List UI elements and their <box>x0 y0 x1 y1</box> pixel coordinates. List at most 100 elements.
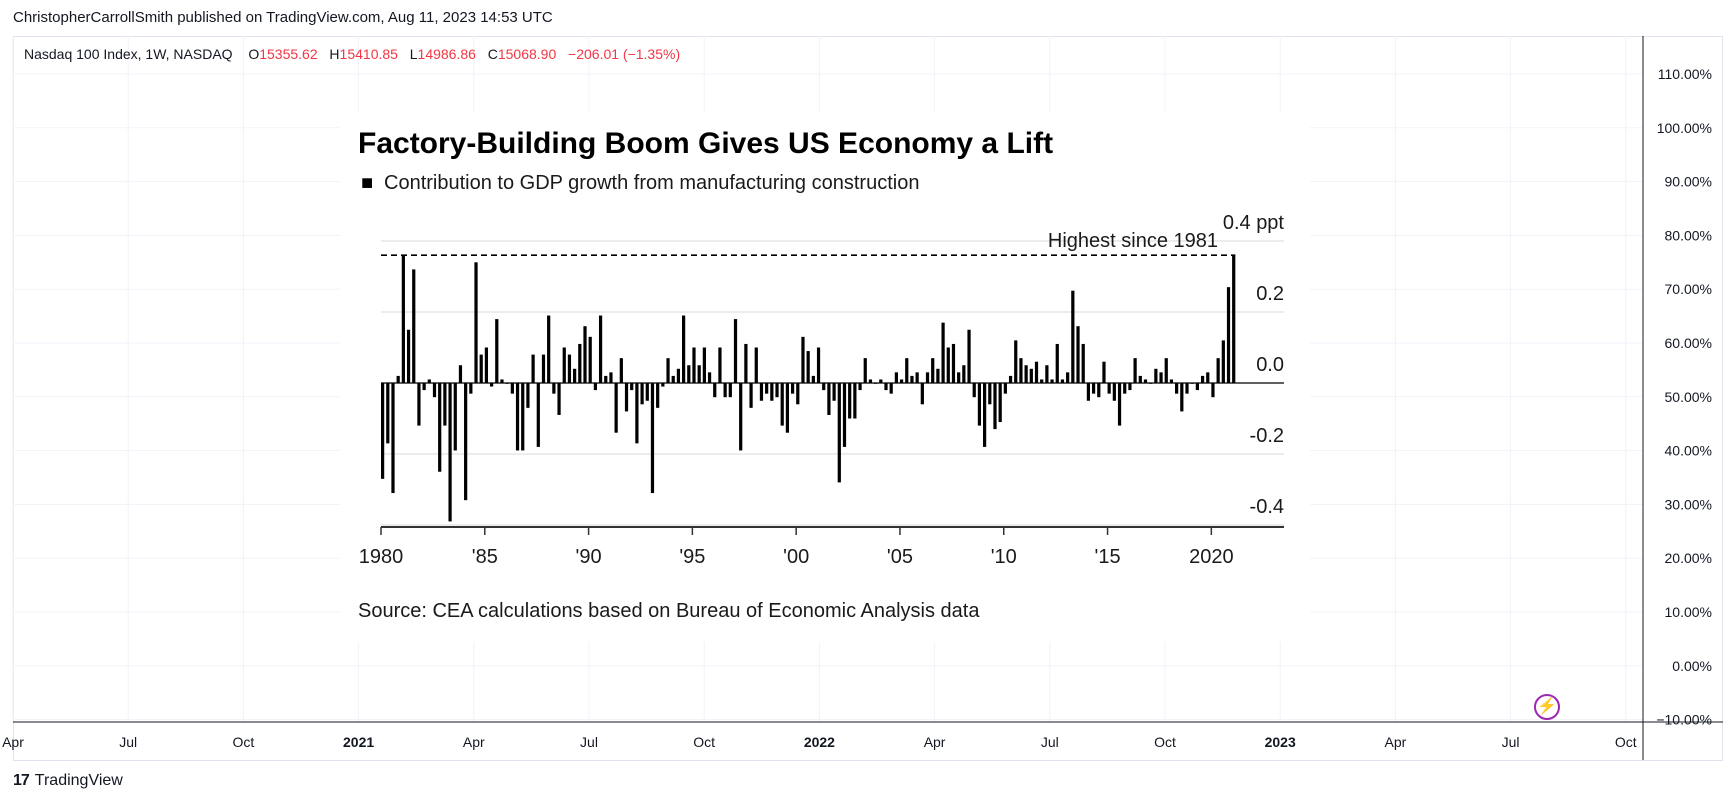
gdp-bar <box>614 383 618 433</box>
gdp-bar <box>713 383 717 398</box>
gdp-bar <box>1019 358 1023 383</box>
gdp-bar <box>827 383 831 415</box>
gdp-bar <box>941 322 945 383</box>
time-tick-label: Jul <box>1041 734 1059 750</box>
brand-footer[interactable]: 17 TradingView <box>13 772 123 790</box>
gdp-bar <box>541 354 546 383</box>
gdp-bar <box>671 375 675 383</box>
time-tick-label: Oct <box>1615 734 1637 750</box>
gdp-bar <box>874 383 878 384</box>
gdp-bar <box>718 347 722 383</box>
gdp-bar <box>484 347 489 383</box>
unit-label: 0.4 ppt <box>1223 212 1285 234</box>
gdp-bar <box>505 383 509 384</box>
inner-y-tick-label: -0.4 <box>1250 496 1284 518</box>
gdp-bar <box>1086 383 1091 401</box>
gdp-bar <box>1003 383 1007 394</box>
gdp-bar <box>889 383 893 394</box>
change-value: −206.01 (−1.35%) <box>568 46 681 62</box>
price-tick-label: 70.00% <box>1665 281 1712 297</box>
publisher-line: ChristopherCarrollSmith published on Tra… <box>13 9 553 26</box>
time-axis: Apr Jul Oct 2021 Apr Jul Oct 2022 Apr Jul Oct 2023 A… <box>2 721 1723 750</box>
gdp-bar <box>578 343 582 383</box>
gdp-bar <box>515 383 520 451</box>
gdp-bar <box>910 375 914 383</box>
gdp-bar <box>604 375 608 383</box>
gdp-bar <box>1123 383 1127 394</box>
gdp-bar <box>401 255 405 383</box>
time-tick-label: Jul <box>119 734 137 750</box>
gdp-bar <box>972 383 976 398</box>
gdp-bar <box>464 383 468 501</box>
gdp-bar <box>749 383 753 408</box>
close-label: C <box>487 46 498 62</box>
gdp-bar <box>733 319 738 383</box>
embedded-figure: Factory-Building Boom Gives US Economy a… <box>340 112 1310 642</box>
gdp-bar <box>707 372 712 383</box>
gdp-bar <box>619 358 623 383</box>
time-tick-label: Oct <box>693 734 715 750</box>
inner-y-tick-label: -0.2 <box>1250 425 1284 447</box>
figure-card <box>340 112 1310 642</box>
chart-title: Factory-Building Boom Gives US Economy a… <box>358 127 1053 160</box>
time-tick-label: 2023 <box>1265 734 1296 750</box>
gdp-bar <box>458 365 463 383</box>
gdp-bar <box>946 347 950 383</box>
gdp-bar <box>832 383 836 401</box>
gdp-bar <box>635 383 639 444</box>
low-value: 14986.86 <box>417 46 476 62</box>
time-tick-label: Jul <box>580 734 598 750</box>
inner-x-tick-label: 1980 <box>359 546 404 568</box>
gdp-bar <box>1128 383 1132 391</box>
inner-x-tick-label: '90 <box>576 546 602 568</box>
gdp-bar <box>489 383 494 387</box>
gdp-bar <box>1097 383 1101 398</box>
symbol-legend[interactable]: Nasdaq 100 Index, 1W, NASDAQ O15355.62 H… <box>24 46 680 62</box>
time-tick-label: Oct <box>233 734 255 750</box>
open-label: O <box>248 46 260 62</box>
gdp-bar <box>801 336 805 383</box>
gdp-bar <box>531 354 535 383</box>
gdp-bar <box>479 354 483 383</box>
gdp-bar <box>666 358 670 383</box>
symbol-name: Nasdaq 100 Index, 1W, NASDAQ <box>24 46 233 62</box>
price-tick-label: 100.00% <box>1657 120 1712 136</box>
gdp-bar <box>739 383 743 451</box>
tradingview-logo-icon: 17 <box>13 772 30 789</box>
gdp-bar <box>811 375 815 383</box>
gdp-bar <box>432 383 437 398</box>
lightning-icon[interactable]: ⚡ <box>1534 694 1560 720</box>
gdp-bar <box>547 315 551 383</box>
gdp-bar <box>1014 340 1018 383</box>
gdp-bar <box>1180 383 1184 412</box>
gdp-bar <box>993 383 997 430</box>
gdp-bar <box>396 375 400 383</box>
gdp-bar <box>1164 358 1168 383</box>
gdp-bar <box>562 347 566 383</box>
gdp-bar <box>661 383 665 387</box>
inner-x-tick-label: '00 <box>783 546 809 568</box>
gdp-bar <box>1206 372 1210 383</box>
gdp-bar <box>1055 343 1059 383</box>
gdp-bar <box>899 379 904 383</box>
gdp-bar <box>697 365 701 383</box>
price-tick-label: 80.00% <box>1665 227 1712 243</box>
gdp-bar <box>837 383 841 483</box>
inner-x-tick-label: '15 <box>1095 546 1121 568</box>
gdp-bar <box>951 343 956 383</box>
gdp-bar <box>676 368 681 383</box>
gdp-bar <box>775 383 779 398</box>
gdp-bar <box>796 383 800 405</box>
gdp-bar <box>1076 326 1080 383</box>
high-label: H <box>329 46 340 62</box>
gdp-bar <box>1221 340 1225 383</box>
gdp-bar <box>1154 368 1158 383</box>
inner-x-tick-label: '05 <box>887 546 913 568</box>
gdp-bar <box>905 358 909 383</box>
gdp-bar <box>744 343 748 383</box>
gdp-bar <box>1216 358 1220 383</box>
price-tick-label: 40.00% <box>1665 443 1712 459</box>
gdp-bar <box>583 326 587 383</box>
inner-y-tick-label: 0.2 <box>1256 283 1284 305</box>
